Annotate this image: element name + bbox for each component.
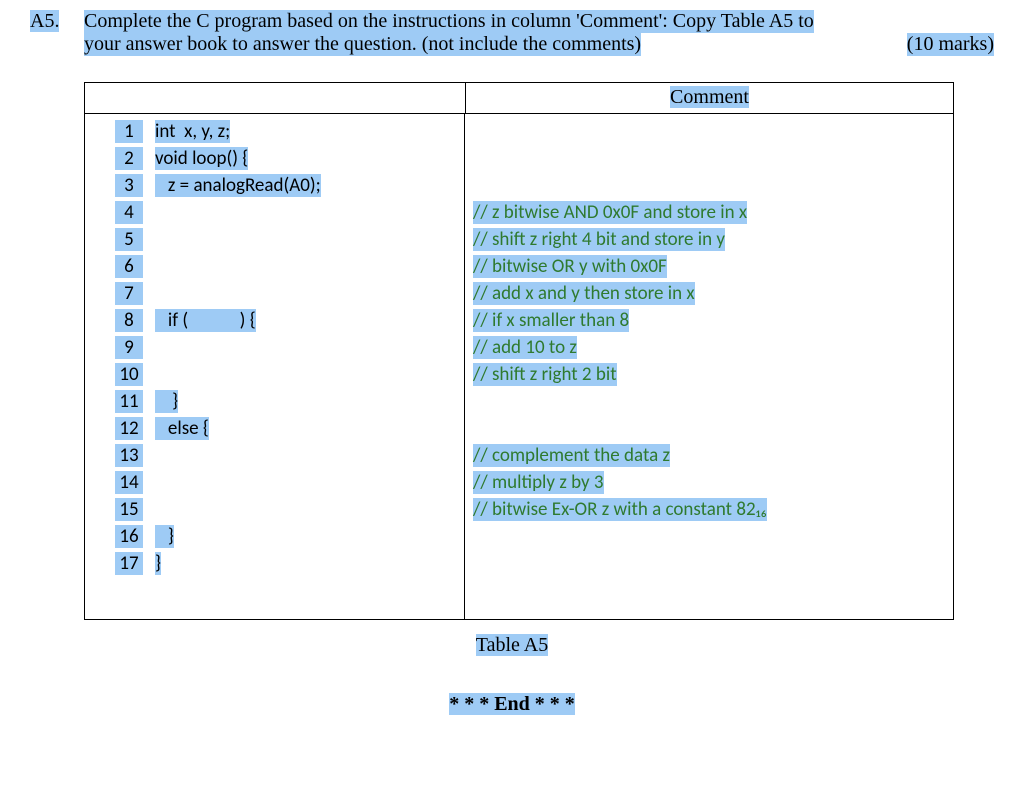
question-line-1: Complete the C program based on the inst… (84, 10, 994, 33)
question-line-1-text: Complete the C program based on the inst… (84, 10, 814, 33)
code-column: 1 int x, y, z; 2 void loop() { 3 z = analogR… (85, 114, 465, 619)
line-number: 13 (115, 444, 143, 467)
comment-row: // multiply z by 3 (473, 471, 953, 498)
question-text: Complete the C program based on the inst… (84, 10, 994, 56)
comment-row: // z bitwise AND 0x0F and store in x (473, 201, 953, 228)
line-number: 10 (115, 363, 143, 386)
table-a5: Comment 1 int x, y, z; 2 void loop() { 3 z =… (84, 82, 954, 620)
comment-text: // z bitwise AND 0x0F and store in x (473, 201, 747, 224)
comment-row: // bitwise Ex-OR z with a constant 82₁₆ (473, 498, 953, 525)
question-marks: (10 marks) (907, 33, 994, 56)
comment-text: // shift z right 4 bit and store in y (473, 228, 725, 251)
comment-row: // shift z right 4 bit and store in y (473, 228, 953, 255)
comment-column: // z bitwise AND 0x0F and store in x // s… (465, 114, 953, 619)
code-row: 12 else { (115, 417, 464, 444)
table-header-right: Comment (466, 83, 953, 113)
line-number: 5 (115, 228, 143, 251)
line-number: 15 (115, 498, 143, 521)
comment-row (473, 120, 953, 147)
end-marker-text: * * * End * * * (449, 693, 575, 715)
comment-text: // shift z right 2 bit (473, 363, 617, 386)
question-line-2: your answer book to answer the question.… (84, 33, 994, 56)
code-row: 14 (115, 471, 464, 498)
line-number: 14 (115, 471, 143, 494)
comment-row: // shift z right 2 bit (473, 363, 953, 390)
line-number: 2 (115, 147, 143, 170)
line-number: 3 (115, 174, 143, 197)
code-row: 9 (115, 336, 464, 363)
comment-row (473, 525, 953, 552)
code-row: 8 if ( ) { (115, 309, 464, 336)
code-text: } (155, 552, 161, 575)
code-text: } (155, 390, 178, 413)
line-number: 12 (115, 417, 143, 440)
code-row: 2 void loop() { (115, 147, 464, 174)
code-row: 5 (115, 228, 464, 255)
code-text: else { (155, 417, 209, 440)
code-text: z = analogRead(A0); (155, 174, 321, 197)
line-number: 9 (115, 336, 143, 359)
comment-text: // add x and y then store in x (473, 282, 695, 305)
code-row: 11 } (115, 390, 464, 417)
code-text: } (155, 525, 174, 548)
comment-row: // complement the data z (473, 444, 953, 471)
comment-text: // if x smaller than 8 (473, 309, 629, 332)
end-marker: * * * End * * * (30, 693, 994, 716)
comment-text: // bitwise Ex-OR z with a constant 82₁₆ (473, 498, 767, 521)
line-number: 1 (115, 120, 143, 143)
table-header: Comment (85, 83, 953, 114)
table-caption: Table A5 (30, 634, 994, 657)
comment-row (473, 174, 953, 201)
line-number: 6 (115, 255, 143, 278)
code-row: 6 (115, 255, 464, 282)
comment-text: // multiply z by 3 (473, 471, 604, 494)
code-row: 17} (115, 552, 464, 579)
comment-row: // bitwise OR y with 0x0F (473, 255, 953, 282)
comment-text: // bitwise OR y with 0x0F (473, 255, 667, 278)
comment-row (473, 390, 953, 417)
table-header-comment-label: Comment (670, 86, 749, 108)
comment-row (473, 552, 953, 579)
line-number: 16 (115, 525, 143, 548)
question-block: A5. Complete the C program based on the … (30, 10, 994, 56)
code-row: 16 } (115, 525, 464, 552)
question-number-text: A5. (30, 10, 59, 32)
table-body: 1 int x, y, z; 2 void loop() { 3 z = analogR… (85, 114, 953, 619)
line-number: 7 (115, 282, 143, 305)
code-row: 3 z = analogRead(A0); (115, 174, 464, 201)
comment-row (473, 417, 953, 444)
question-line-2-left: your answer book to answer the question.… (84, 33, 641, 56)
code-text: int x, y, z; (155, 120, 230, 143)
comment-text: // complement the data z (473, 444, 670, 467)
code-row: 13 (115, 444, 464, 471)
table-caption-text: Table A5 (476, 634, 548, 656)
code-row: 7 (115, 282, 464, 309)
code-text: if ( ) { (155, 309, 256, 332)
comment-text: // add 10 to z (473, 336, 577, 359)
line-number: 17 (115, 552, 143, 575)
comment-row: // if x smaller than 8 (473, 309, 953, 336)
comment-row: // add 10 to z (473, 336, 953, 363)
line-number: 4 (115, 201, 143, 224)
line-number: 11 (115, 390, 143, 413)
comment-row (473, 147, 953, 174)
code-row: 1 int x, y, z; (115, 120, 464, 147)
code-row: 4 (115, 201, 464, 228)
code-text: void loop() { (155, 147, 248, 170)
question-number: A5. (30, 10, 84, 33)
table-header-left (85, 83, 466, 113)
comment-row: // add x and y then store in x (473, 282, 953, 309)
code-row: 10 (115, 363, 464, 390)
page: A5. Complete the C program based on the … (0, 0, 1024, 799)
line-number: 8 (115, 309, 143, 332)
code-row: 15 (115, 498, 464, 525)
